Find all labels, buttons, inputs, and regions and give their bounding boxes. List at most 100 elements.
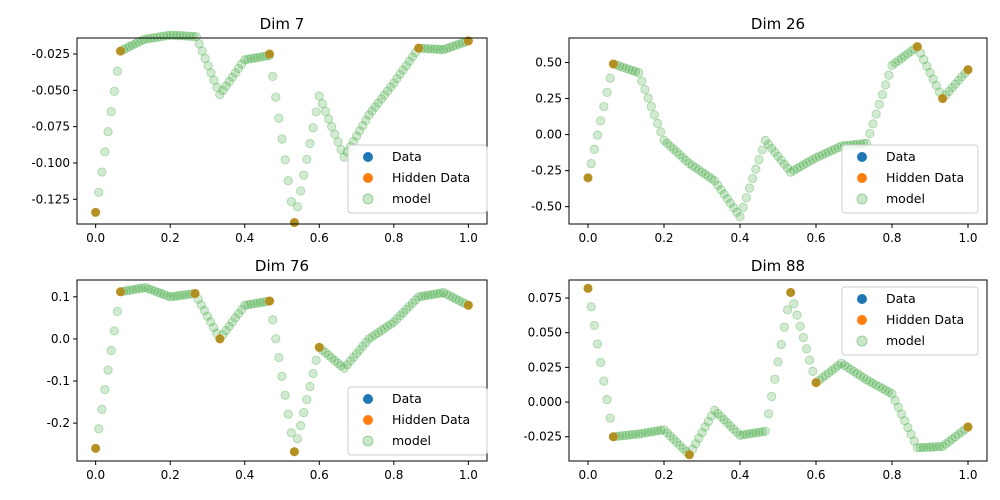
model-point: [392, 314, 402, 324]
model-point: [383, 86, 393, 96]
legend-marker: [857, 173, 867, 183]
x-tick-label: 0.2: [161, 231, 180, 245]
model-point: [592, 130, 603, 140]
model-point: [345, 356, 355, 366]
y-tick-label: 0.0: [51, 332, 70, 346]
legend: Data Hidden Data model: [347, 144, 488, 214]
y-tick-label: -0.075: [31, 120, 70, 134]
x-axis: 0.0 0.2 0.4 0.6 0.8 1.0: [578, 461, 978, 482]
model-point: [451, 40, 461, 50]
model-point: [786, 288, 795, 297]
model-point: [296, 186, 306, 196]
x-axis: 0.0 0.2 0.4 0.6 0.8 1.0: [578, 224, 978, 245]
model-point: [432, 44, 442, 54]
y-tick-label: -0.025: [31, 47, 70, 61]
model-point: [100, 385, 110, 395]
y-axis: 0.1 0.0 -0.1 -0.2: [47, 290, 77, 430]
legend-marker: [363, 152, 373, 162]
model-point: [323, 350, 334, 360]
model-point: [950, 432, 960, 442]
model-point: [583, 284, 593, 293]
y-tick-label: -0.1: [47, 374, 70, 388]
subplot-4: Dim 880.0 0.2 0.4 0.6 0.8 1.00.0750.0500.0250…: [523, 257, 988, 482]
model-point: [903, 422, 913, 433]
legend-label: Data: [392, 149, 422, 164]
hidden-data-series: [91, 36, 473, 228]
model-point: [811, 378, 821, 387]
model-point: [913, 42, 922, 51]
y-tick-label: -0.125: [31, 192, 70, 206]
model-point: [605, 73, 615, 83]
model-point: [191, 31, 201, 42]
model-point: [618, 431, 628, 441]
model-point: [103, 365, 113, 375]
model-point: [703, 416, 713, 427]
model-point: [448, 41, 458, 51]
model-point: [280, 155, 290, 165]
model-point: [795, 321, 805, 331]
model-point: [212, 82, 222, 93]
x-tick-label: 0.6: [806, 468, 825, 482]
model-point: [277, 134, 287, 144]
model-point: [808, 366, 818, 376]
model-point: [710, 405, 720, 415]
model-point: [420, 291, 430, 301]
model-point: [599, 102, 609, 112]
model-point: [265, 296, 274, 306]
x-tick-label: 0.0: [86, 231, 105, 245]
model-point: [464, 36, 473, 46]
hidden-data-point: [463, 300, 473, 310]
model-point: [237, 59, 247, 69]
x-tick-label: 0.8: [882, 468, 901, 482]
model-series: [583, 42, 973, 222]
model-point: [874, 99, 884, 109]
model-point: [392, 74, 402, 84]
legend-marker: [362, 193, 374, 205]
y-tick-label: 0.00: [535, 128, 562, 142]
model-point: [903, 49, 913, 59]
model-point: [656, 425, 666, 435]
chart-title: Dim 26: [751, 15, 805, 33]
x-axis: 0.0 0.2 0.4 0.6 0.8 1.0: [86, 224, 478, 245]
model-point: [333, 358, 343, 368]
model-point: [646, 101, 656, 112]
model-point: [824, 368, 834, 378]
model-point: [190, 289, 200, 298]
model-point: [156, 288, 166, 298]
model-point: [299, 407, 309, 418]
model-point: [314, 91, 324, 101]
model-point: [656, 127, 666, 137]
model-point: [824, 147, 834, 157]
model-point: [407, 52, 418, 62]
model-point: [150, 286, 160, 296]
model-point: [137, 283, 147, 293]
model-point: [327, 353, 337, 363]
legend-label: model: [886, 191, 925, 206]
model-point: [678, 153, 688, 163]
model-point: [792, 310, 802, 320]
legend-marker: [363, 415, 373, 425]
model-point: [91, 444, 100, 453]
model-point: [423, 44, 433, 54]
model-point: [202, 311, 213, 321]
hidden-data-point: [786, 287, 796, 297]
model-point: [323, 114, 334, 124]
model-point: [162, 291, 172, 301]
model-point: [109, 326, 119, 336]
model-point: [754, 427, 764, 437]
hidden-data-point: [963, 65, 973, 75]
model-point: [653, 426, 663, 436]
model-point: [697, 427, 707, 438]
model-point: [128, 285, 138, 295]
model-point: [320, 106, 331, 116]
x-tick-label: 0.6: [310, 231, 329, 245]
model-point: [881, 385, 891, 395]
model-point: [662, 138, 672, 148]
model-point: [627, 430, 637, 440]
y-tick-label: 0.025: [528, 360, 562, 374]
model-point: [922, 61, 932, 71]
legend-label: Data: [886, 149, 916, 164]
model-point: [339, 363, 349, 373]
model-point: [589, 320, 599, 331]
model-point: [770, 147, 780, 157]
